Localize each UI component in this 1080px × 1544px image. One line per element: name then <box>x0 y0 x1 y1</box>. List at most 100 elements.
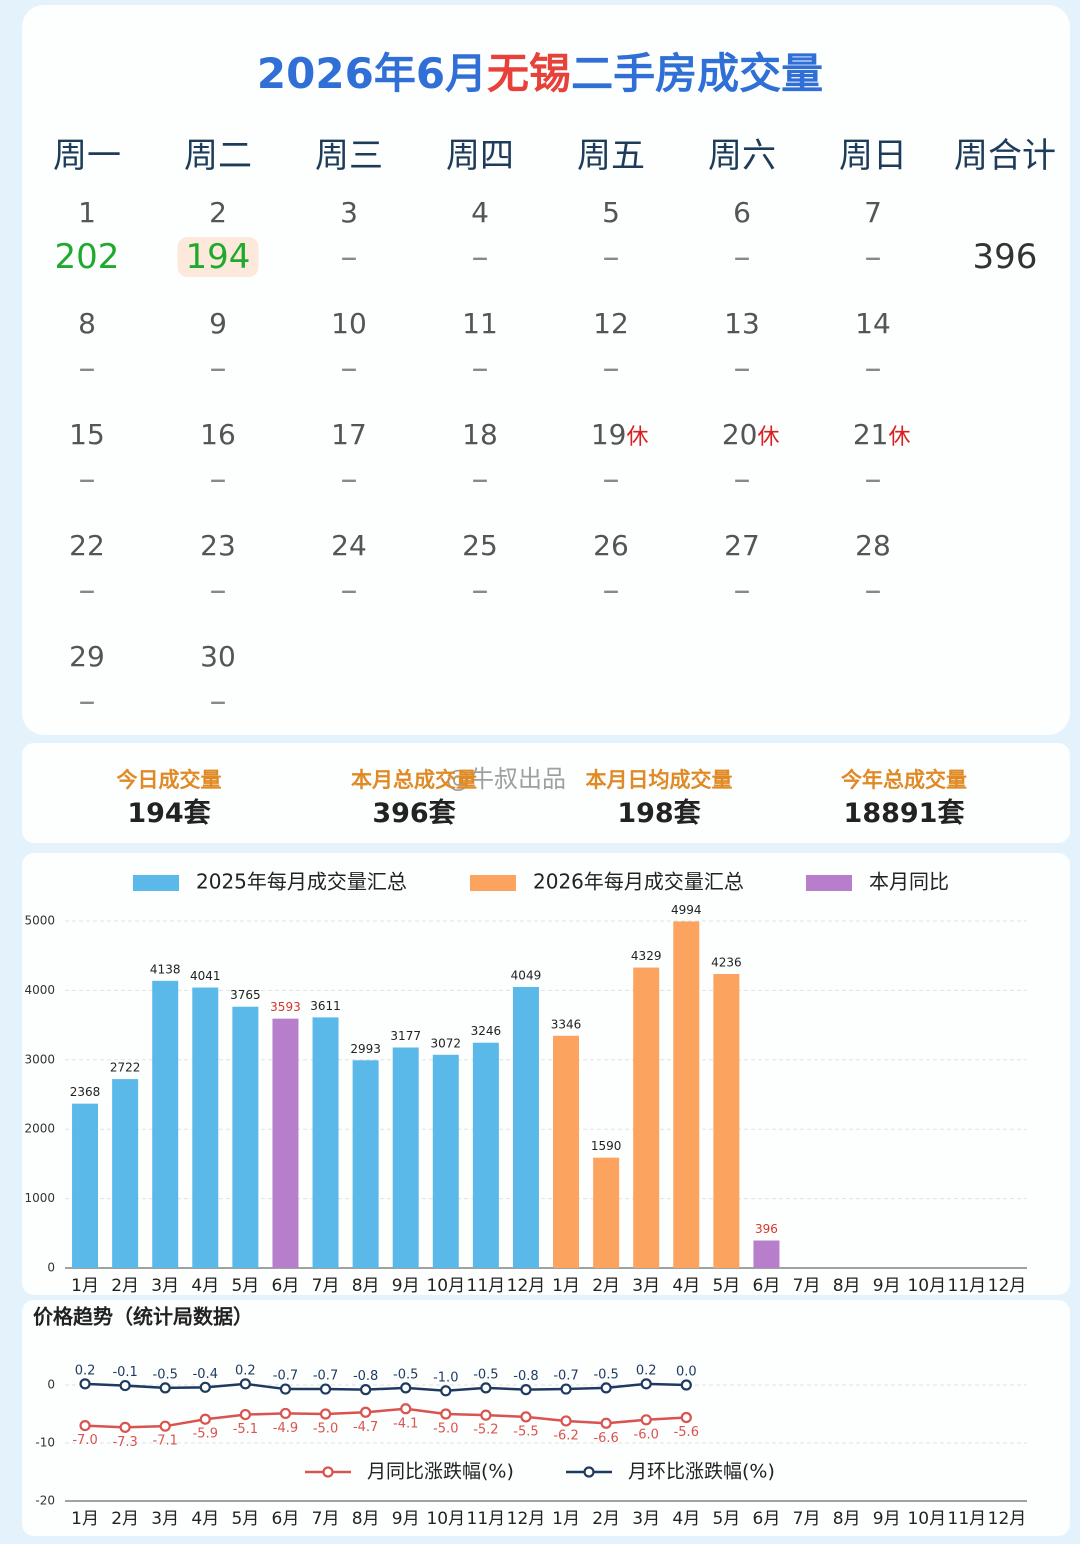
stat-label: 本月日均成交量 <box>585 768 733 792</box>
weekday-header: 周三 <box>315 136 383 176</box>
weekday-header: 周四 <box>446 136 514 176</box>
week-total: 396 <box>972 237 1038 277</box>
line-point <box>520 1411 532 1423</box>
title-part: 二手房成交量 <box>571 49 824 98</box>
point-value-label: -4.9 <box>273 1421 298 1436</box>
holiday-note: 休 <box>626 425 649 450</box>
line-point <box>520 1384 532 1396</box>
legend-label: 月同比涨跌幅(%) <box>367 1461 514 1483</box>
bar <box>472 1042 499 1268</box>
bar <box>312 1017 339 1268</box>
line-point <box>239 1408 251 1421</box>
day-number: 3 <box>340 196 358 229</box>
point-value-label: 0.2 <box>636 1363 657 1378</box>
y-tick-label: 0 <box>47 1261 55 1275</box>
day-number: 13 <box>724 307 760 340</box>
bar-value-label: 3246 <box>471 1024 502 1038</box>
day: 21 <box>852 418 889 451</box>
day: 25 <box>462 529 498 562</box>
point-value-label: -1.0 <box>433 1370 458 1385</box>
bar <box>553 1035 580 1268</box>
point-value-label: 0.0 <box>676 1365 697 1380</box>
point-value-label: -0.5 <box>393 1367 418 1382</box>
y-tick-label: 2000 <box>24 1122 55 1136</box>
day-value: – <box>78 348 96 388</box>
point-value-label: 0.2 <box>75 1363 96 1378</box>
line-point <box>440 1408 452 1420</box>
day: 29 <box>69 640 105 673</box>
day-value: – <box>864 348 882 388</box>
y-tick-label: 0 <box>47 1378 55 1392</box>
day-value: – <box>78 681 96 721</box>
x-tick-label: 8月 <box>352 1276 380 1296</box>
bar <box>512 986 539 1268</box>
bar <box>673 921 700 1268</box>
x-tick-label: 10月 <box>426 1276 465 1296</box>
day-value: – <box>340 570 358 610</box>
day-number: 19休 <box>591 418 649 451</box>
line-series <box>84 1407 687 1429</box>
day: 12 <box>593 307 629 340</box>
day-number: 28 <box>855 529 891 562</box>
x-tick-label: 4月 <box>672 1509 700 1529</box>
line-point <box>440 1385 452 1397</box>
x-tick-label: 9月 <box>392 1509 420 1529</box>
day-value: – <box>733 348 751 388</box>
bar <box>352 1060 379 1268</box>
bar <box>713 974 740 1268</box>
day-number: 2 <box>209 196 227 229</box>
point-value-label: -7.0 <box>72 1433 97 1448</box>
bar-value-label: 1590 <box>591 1139 622 1153</box>
day-number: 25 <box>462 529 498 562</box>
day-value: – <box>602 237 620 277</box>
day-value: – <box>864 459 882 499</box>
day-number: 18 <box>462 418 498 451</box>
x-tick-label: 8月 <box>833 1509 861 1529</box>
weekday-header: 周一 <box>53 136 121 176</box>
line-point <box>279 1383 292 1395</box>
day-number: 15 <box>69 418 105 451</box>
x-tick-label: 6月 <box>272 1509 300 1529</box>
x-tick-label: 9月 <box>873 1509 901 1529</box>
day-number: 14 <box>855 307 891 340</box>
day: 8 <box>78 307 96 340</box>
x-tick-label: 11月 <box>467 1509 506 1529</box>
weekday-header: 周五 <box>577 136 645 176</box>
day-number: 5 <box>602 196 620 229</box>
x-tick-label: 1月 <box>552 1276 580 1296</box>
day-number: 7 <box>864 196 882 229</box>
legend-marker <box>583 1466 595 1478</box>
day-number: 8 <box>78 307 96 340</box>
line-point <box>560 1415 572 1427</box>
x-tick-label: 12月 <box>507 1509 546 1529</box>
weekday-header: 周二 <box>184 136 252 176</box>
day: 5 <box>602 196 620 229</box>
day: 14 <box>855 307 891 340</box>
day: 15 <box>69 418 105 451</box>
x-tick-label: 5月 <box>231 1276 259 1296</box>
line-point <box>119 1421 131 1433</box>
legend-swatch <box>806 875 852 891</box>
weekday-header: 周六 <box>708 136 776 176</box>
point-value-label: -0.4 <box>193 1367 218 1382</box>
stat-value: 198套 <box>617 798 701 829</box>
point-value-label: -5.0 <box>313 1422 338 1437</box>
bar <box>232 1006 259 1268</box>
stat-label: 本月总成交量 <box>351 768 477 792</box>
calendar-card <box>22 5 1070 735</box>
day-number: 22 <box>69 529 105 562</box>
point-value-label: -7.1 <box>153 1434 178 1449</box>
bar-value-label: 3346 <box>551 1017 582 1031</box>
y-tick-label: 1000 <box>24 1191 55 1205</box>
x-tick-label: 10月 <box>426 1509 465 1529</box>
line-point <box>319 1383 332 1395</box>
x-tick-label: 9月 <box>873 1276 901 1296</box>
day-number: 20休 <box>722 418 780 451</box>
bar <box>392 1047 419 1268</box>
line-point <box>640 1414 652 1426</box>
y-tick-label: 5000 <box>24 914 55 928</box>
day-number: 17 <box>331 418 367 451</box>
bar-value-label: 4236 <box>711 956 742 970</box>
bar <box>112 1079 139 1268</box>
legend-label: 2026年每月成交量汇总 <box>533 870 744 894</box>
